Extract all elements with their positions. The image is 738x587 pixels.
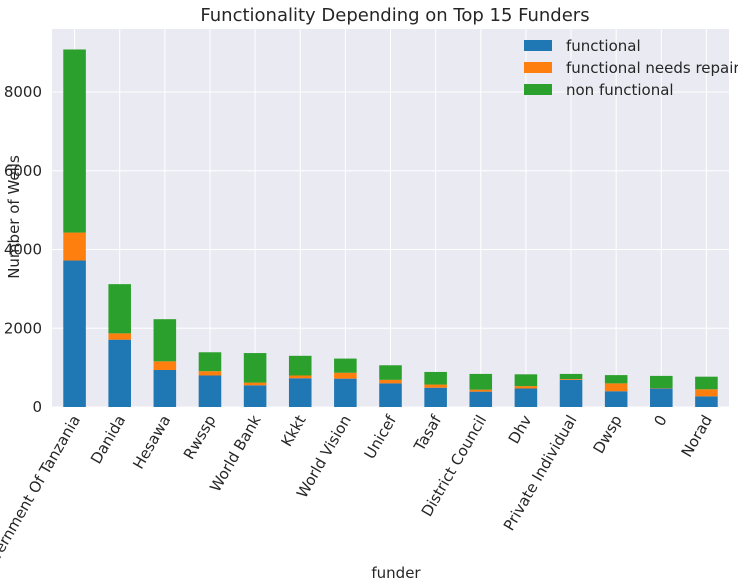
bar-segment [469,373,493,390]
legend-swatch [524,84,552,95]
bar-segment [198,375,222,407]
y-tick-labels: 0 2000 4000 6000 8000 [4,83,42,416]
x-tick-label: Tasaf [410,411,446,455]
x-tick-label: Norad [678,412,716,460]
y-tick-label: 0 [32,398,42,416]
bar-segment [559,379,583,380]
bar-segment [695,396,718,407]
bar-segment [379,383,402,407]
bar-segment [424,387,447,407]
bar-segment [469,389,493,392]
bar-segment [198,371,222,376]
bar-segment [153,369,177,407]
y-axis-label: Number of Wells [5,155,23,279]
bar-segment [243,385,267,407]
y-tick-label: 4000 [4,241,42,259]
bar-segment [108,339,131,407]
chart-title: Functionality Depending on Top 15 Funder… [200,5,589,26]
grid-lines [52,29,729,408]
x-tick-labels: Government Of Tanzania Danida Hesawa RwsspW… [0,411,716,581]
bar-segment [379,365,402,380]
y-tick-label: 8000 [4,83,42,101]
bar-segment [514,388,538,407]
bar-segment [63,232,86,261]
x-tick-label: Danida [87,412,129,467]
bar-segment [108,333,131,340]
y-tick-label: 6000 [4,162,42,180]
legend-label: non functional [566,81,674,99]
bar-segment [288,378,312,407]
bar-segment [334,358,357,373]
bar-segment [334,372,357,379]
bar-segment [153,319,177,362]
bar-segment [514,386,538,389]
x-tick-label: Dhv [505,412,536,447]
bar-segment [108,284,131,334]
y-tick-label: 2000 [4,319,42,337]
bar-segment [695,389,718,397]
legend: functional functional needs repair non fun… [524,37,738,99]
bar-segment [604,391,628,407]
bar-segment [559,373,583,380]
x-tick-label: Hesawa [129,412,174,472]
bar-segment [288,375,312,379]
x-tick-label: 0 [650,412,670,429]
x-tick-label: Rwssp [180,412,220,462]
bar-segment [604,375,628,384]
bar-segment [153,361,177,370]
x-tick-label: Dwsp [589,412,625,457]
bar-segment [63,49,86,233]
bar-segment [469,391,493,407]
x-tick-label: Unicef [361,411,401,462]
bar-segment [334,378,357,407]
x-axis-label: funder [371,564,421,582]
bar-segment [243,382,267,386]
bar-segment [198,352,222,372]
bar-segment [650,388,673,407]
legend-label: functional needs repair [566,59,738,77]
bar-segment [424,384,447,388]
bar-segment [288,355,312,376]
bar-segment [650,375,673,389]
bar-segment [695,376,718,390]
bar-segment [63,260,86,407]
x-tick-label: Government Of Tanzania [0,412,84,582]
x-tick-label: Kkkt [278,412,310,450]
bar-segment [379,379,402,384]
bars [63,49,718,407]
bar-segment [559,379,583,407]
bar-segment [514,374,538,387]
legend-swatch [524,40,552,51]
legend-swatch [524,62,552,73]
bar-segment [243,353,267,383]
bar-segment [424,371,447,385]
legend-label: functional [566,37,641,55]
bar-segment [604,383,628,392]
